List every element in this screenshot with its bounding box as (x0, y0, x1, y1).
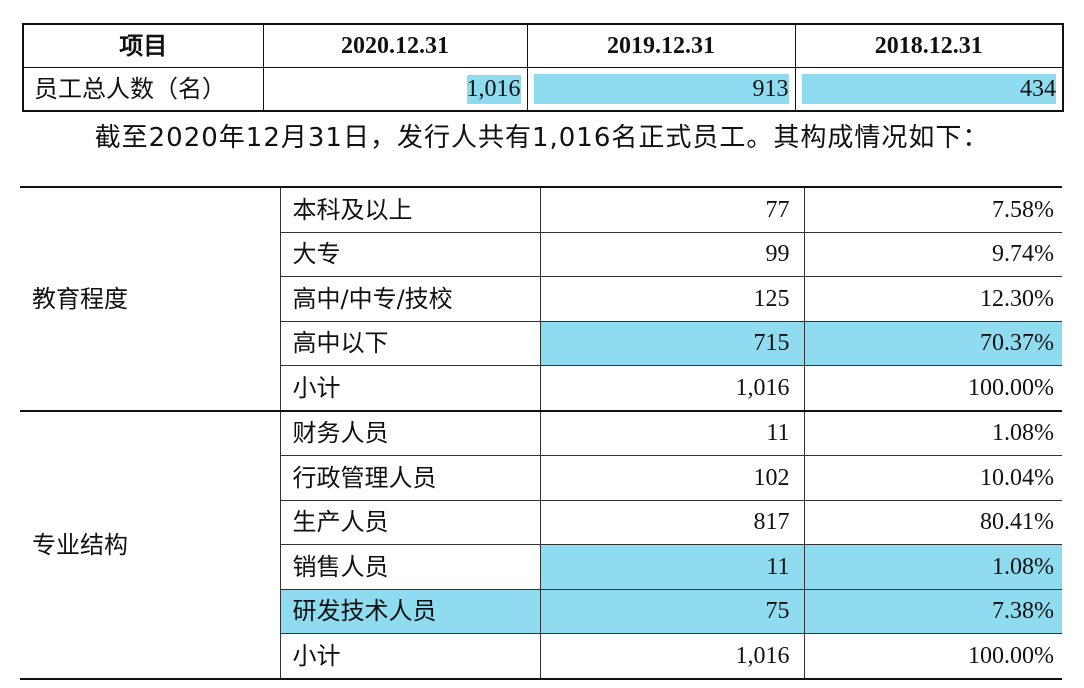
header-2019: 2019.12.31 (526, 23, 796, 68)
category-cell: 本科及以上 (280, 187, 541, 233)
count-cell: 715 (540, 321, 805, 366)
percent-cell: 9.74% (804, 232, 1062, 277)
count-cell: 1,016 (540, 633, 805, 680)
percent-cell: 70.37% (804, 321, 1062, 366)
category-cell: 行政管理人员 (280, 455, 541, 501)
table-row: 小计 1,016 100.00% (20, 633, 1062, 680)
category-cell: 高中/中专/技校 (280, 276, 541, 322)
summary-header-row: 项目 2020.12.31 2019.12.31 2018.12.31 (22, 23, 1064, 68)
group-label: 专业结构 (20, 410, 281, 680)
percent-cell: 1.08% (804, 544, 1062, 590)
table-row: 大专 99 9.74% (20, 232, 1062, 277)
total-2019-value: 913 (533, 74, 789, 104)
percent-cell: 1.08% (804, 410, 1062, 456)
total-employees-label: 员工总人数（名） (22, 67, 264, 112)
table-row: 研发技术人员 75 7.38% (20, 589, 1062, 634)
count-cell: 1,016 (540, 365, 805, 412)
header-item: 项目 (22, 23, 264, 68)
composition-table-body: 教育程度 本科及以上 77 7.58% 大专 99 9.74% 高中/中专/技校 125 12.3… (20, 187, 1062, 680)
summary-data-row: 员工总人数（名） 1,016 913 434 (22, 67, 1064, 112)
group-label: 教育程度 (20, 187, 281, 412)
percent-cell: 100.00% (804, 633, 1062, 680)
percent-cell: 12.30% (804, 276, 1062, 322)
table-row: 销售人员 11 1.08% (20, 544, 1062, 590)
count-cell: 102 (540, 455, 805, 501)
percent-cell: 80.41% (804, 500, 1062, 545)
total-2019-cell: 913 (526, 67, 796, 112)
percent-cell: 7.38% (804, 589, 1062, 634)
count-cell: 99 (540, 232, 805, 277)
category-cell: 小计 (280, 633, 541, 680)
category-cell: 小计 (280, 365, 541, 412)
table-row: 高中以下 715 70.37% (20, 321, 1062, 366)
count-cell: 125 (540, 276, 805, 322)
employee-composition-table: 教育程度 本科及以上 77 7.58% 大专 99 9.74% 高中/中专/技校 125 12.3… (20, 186, 1062, 680)
table-row: 教育程度 本科及以上 77 7.58% (20, 187, 1062, 412)
category-cell: 高中以下 (280, 321, 541, 366)
category-cell: 财务人员 (280, 410, 541, 456)
category-cell: 销售人员 (280, 544, 541, 590)
percent-cell: 7.58% (804, 187, 1062, 233)
table-row: 高中/中专/技校 125 12.30% (20, 276, 1062, 322)
table-row: 专业结构 财务人员 11 1.08% (20, 410, 1062, 680)
count-cell: 11 (540, 544, 805, 590)
table-row: 小计 1,016 100.00% (20, 365, 1062, 412)
category-cell: 生产人员 (280, 500, 541, 545)
table-row: 行政管理人员 102 10.04% (20, 455, 1062, 501)
count-cell: 77 (540, 187, 805, 233)
header-2020: 2020.12.31 (262, 23, 528, 68)
percent-cell: 10.04% (804, 455, 1062, 501)
total-2018-cell: 434 (794, 67, 1064, 112)
table-row: 生产人员 817 80.41% (20, 500, 1062, 545)
count-cell: 75 (540, 589, 805, 634)
percent-cell: 100.00% (804, 365, 1062, 412)
composition-intro-sentence: 截至2020年12月31日，发行人共有1,016名正式员工。其构成情况如下： (94, 123, 990, 153)
count-cell: 817 (540, 500, 805, 545)
header-2018: 2018.12.31 (794, 23, 1064, 68)
category-cell: 研发技术人员 (280, 589, 541, 634)
total-2020-value: 1,016 (466, 74, 521, 104)
total-2020-cell: 1,016 (262, 67, 528, 112)
category-cell: 大专 (280, 232, 541, 277)
headcount-summary-table: 项目 2020.12.31 2019.12.31 2018.12.31 员工总人… (22, 23, 1064, 112)
total-2018-value: 434 (801, 74, 1056, 104)
count-cell: 11 (540, 410, 805, 456)
